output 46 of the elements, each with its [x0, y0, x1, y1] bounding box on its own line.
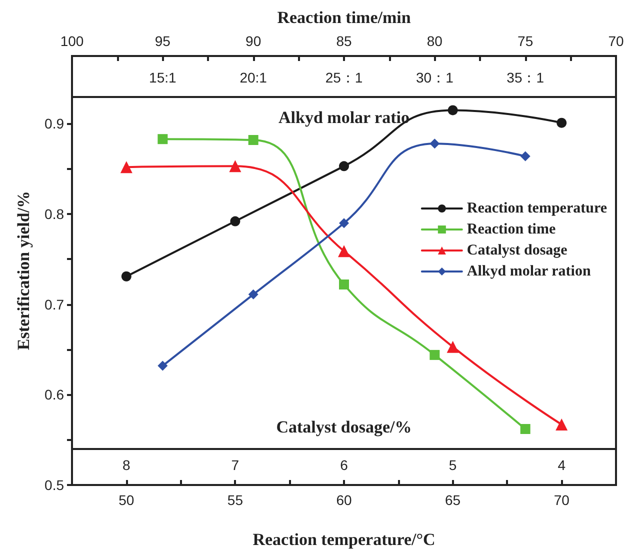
point: [121, 271, 132, 282]
point: [229, 160, 242, 172]
y-tick-label: 0.9: [44, 116, 64, 132]
x-tick-label: 65: [445, 492, 461, 508]
x-axis-title: Reaction temperature/°C: [252, 530, 436, 549]
point: [446, 340, 459, 353]
point: [339, 161, 349, 172]
annotation: Catalyst dosage/%: [276, 417, 412, 436]
annotation: 7: [231, 456, 240, 473]
annotation: Alkyd molar ratio: [278, 108, 410, 128]
x-tick-label: 50: [118, 492, 134, 508]
x-tick-label: 70: [554, 492, 570, 508]
point: [556, 118, 567, 128]
y-tick-label: 0.7: [44, 296, 64, 312]
annotation: 30：1: [416, 70, 454, 86]
point: [338, 245, 350, 258]
y-tick-label: 0.5: [44, 477, 64, 493]
x2-tick-label: 75: [518, 33, 534, 49]
x-tick-label: 60: [336, 492, 352, 508]
x2-tick-label: 80: [426, 33, 443, 49]
legend-label: Catalyst dosage: [466, 242, 568, 258]
annotation: 4: [558, 456, 566, 473]
x2-tick-label: 100: [60, 33, 84, 49]
y-tick-label: 0.8: [44, 206, 64, 222]
y-tick-label: 0.6: [44, 386, 64, 403]
y-axis-title: Esterification yield/%: [14, 190, 33, 350]
annotation: 20:1: [240, 70, 268, 86]
annotation: 6: [340, 456, 348, 473]
annotation: 15:1: [149, 70, 177, 86]
legend-label: Alkyd molar ration: [466, 264, 592, 280]
point: [448, 105, 458, 116]
x2-tick-label: 95: [154, 33, 171, 49]
annotation: 25：1: [325, 70, 363, 86]
point: [230, 216, 240, 226]
annotation: 8: [122, 456, 130, 473]
annotation: 5: [448, 456, 457, 473]
x2-tick-label: 70: [608, 33, 624, 49]
point: [120, 161, 132, 174]
x2-tick-label: 90: [246, 33, 262, 49]
annotation: 35：1: [506, 70, 544, 86]
point: [556, 418, 568, 430]
x2-axis-title: Reaction time/min: [277, 8, 412, 27]
x-tick-label: 55: [227, 492, 244, 508]
legend-label: Reaction time: [466, 222, 556, 238]
x2-tick-label: 85: [336, 33, 352, 49]
legend-label: Reaction temperature: [466, 200, 608, 216]
